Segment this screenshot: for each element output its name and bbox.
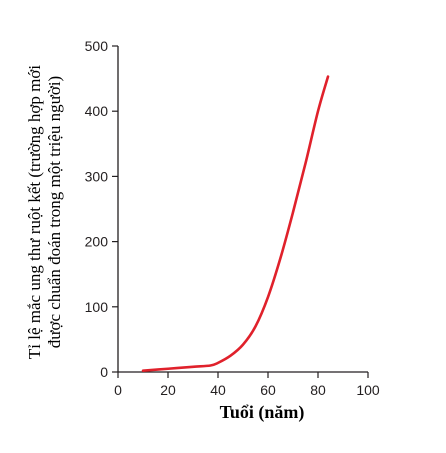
x-tick-label: 0	[114, 382, 122, 398]
y-tick-label: 0	[100, 364, 108, 380]
x-tick-label: 100	[356, 382, 380, 398]
tick-labels: 0 100 200 300 400 500 0 20 40 60 80 100	[85, 38, 380, 398]
y-tick-label: 200	[85, 234, 109, 250]
x-tick-label: 40	[210, 382, 226, 398]
y-axis-title-line-1: Tỉ lệ mắc ung thư ruột kết (trường hợp m…	[25, 65, 44, 359]
x-tick-label: 20	[160, 382, 176, 398]
x-axis-title: Tuổi (năm)	[220, 402, 305, 423]
y-tick-label: 500	[85, 38, 109, 54]
series-line-0	[141, 75, 330, 372]
ticks	[112, 45, 369, 378]
y-tick-label: 400	[85, 103, 109, 119]
x-tick-label: 60	[260, 382, 276, 398]
axes	[117, 46, 368, 373]
y-axis-title-line-2: được chuẩn đoán trong một triệu người)	[45, 76, 64, 348]
series-layer	[141, 75, 330, 372]
y-tick-label: 300	[85, 168, 109, 184]
x-tick-label: 80	[310, 382, 326, 398]
y-tick-label: 100	[85, 299, 109, 315]
